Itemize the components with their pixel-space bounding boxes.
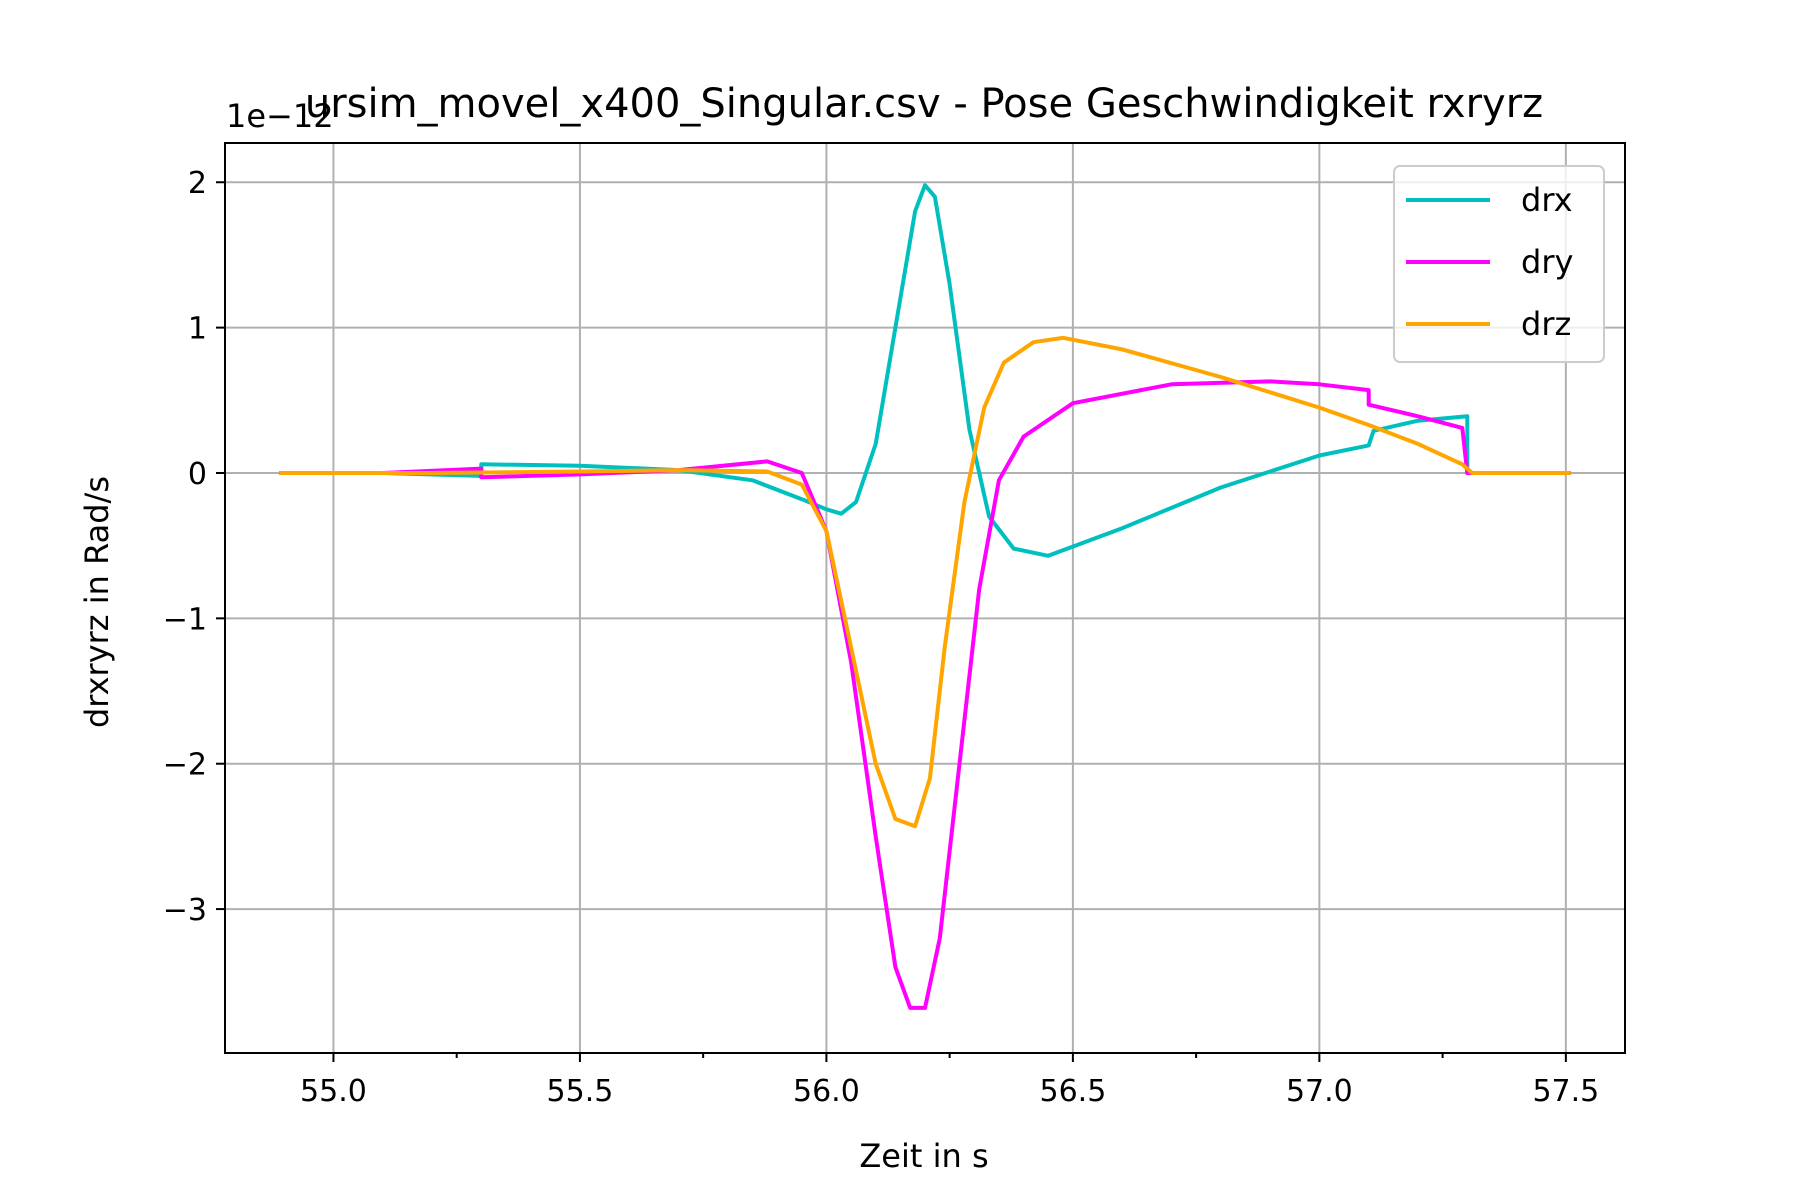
legend-box [1393,165,1605,363]
legend: drx dry drz [1393,165,1605,363]
y-axis-offset-text: 1e−12 [226,97,334,135]
y-tick-label: 1 [188,312,207,347]
y-axis-label: drxryrz in Rad/s [78,476,116,728]
axis-ticks: 55.0 55.5 56.0 56.5 57.0 57.5 −3 −2 −1 0 1 2 [163,166,1599,1109]
x-tick-label: 57.0 [1286,1074,1353,1109]
series-line-drz [279,335,1571,829]
x-tick-label: 57.5 [1532,1074,1599,1109]
y-tick-label: 0 [188,457,207,492]
legend-label-drx: drx [1521,181,1573,219]
x-tick-label: 55.0 [300,1074,367,1109]
x-tick-label: 56.5 [1039,1074,1106,1109]
y-tick-label: −2 [163,748,207,783]
y-tick-label: −1 [163,602,207,637]
x-tick-label: 56.0 [793,1074,860,1109]
legend-label-dry: dry [1521,243,1573,281]
plot-frame [224,142,1626,1054]
plot-lines [279,183,1571,1010]
x-tick-label: 55.5 [547,1074,614,1109]
x-axis-label: Zeit in s [859,1137,988,1175]
y-tick-label: −3 [163,893,207,928]
grid [225,143,1625,1053]
legend-label-drz: drz [1521,305,1571,343]
chart-title: ursim_movel_x400_Singular.csv - Pose Ges… [305,81,1543,127]
y-tick-label: 2 [188,166,207,201]
